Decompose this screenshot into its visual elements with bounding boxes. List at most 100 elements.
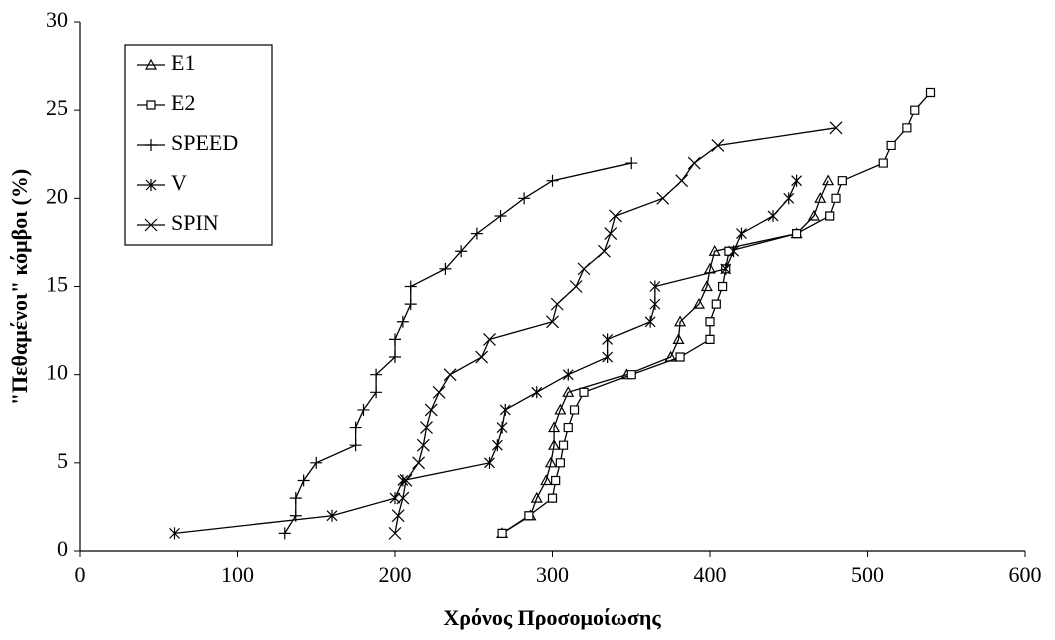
y-tick-label: 5 [57,448,68,473]
marker [767,209,779,222]
marker [396,315,409,328]
series-line [394,127,837,534]
marker [370,386,383,399]
marker [563,422,573,433]
legend-label: SPIN [171,210,219,235]
marker [496,421,508,434]
marker [548,421,561,433]
legend-label: SPEED [171,130,238,155]
marker [530,491,543,503]
legend-label: E2 [171,90,195,115]
marker [349,439,362,452]
marker [370,368,383,381]
marker [609,209,622,223]
marker [649,298,661,311]
marker [886,140,896,151]
marker [736,227,747,240]
x-tick-label: 600 [1009,562,1042,587]
y-tick-label: 10 [46,360,68,385]
marker [825,211,835,221]
legend-marker [146,100,156,110]
marker [562,386,575,397]
marker [783,192,795,205]
marker [602,351,614,364]
marker [902,123,912,133]
marker [388,526,402,540]
marker [792,229,802,239]
x-axis-title: Χρόνος Προσομοίωσης [443,605,661,630]
marker [705,334,715,344]
legend-marker [145,139,157,151]
legend-marker [144,58,158,70]
marker [497,528,507,538]
marker [544,456,557,468]
legend-label: E1 [171,50,195,75]
y-tick-label: 30 [46,7,68,32]
marker [579,387,589,397]
marker [718,281,728,292]
x-tick-label: 100 [221,562,254,587]
marker [546,315,559,329]
series-line [501,92,931,534]
y-tick-label: 20 [46,183,68,208]
marker [555,458,565,468]
marker [692,297,705,309]
marker [675,352,685,362]
y-tick-label: 25 [46,95,68,120]
marker [700,280,713,292]
marker [297,474,310,487]
marker [491,439,503,452]
marker [831,193,841,203]
marker [289,492,302,505]
marker [531,386,543,399]
marker [389,351,401,364]
x-tick-label: 500 [851,562,884,587]
marker [484,456,495,469]
marker [432,385,446,399]
marker [397,474,409,487]
marker [720,262,732,275]
x-tick-label: 300 [536,562,569,587]
marker [494,209,507,222]
marker [404,298,417,311]
marker [711,139,725,152]
marker [310,456,323,469]
legend-marker [144,218,158,232]
marker [728,245,740,258]
y-tick-label: 0 [57,536,68,561]
marker [326,509,338,522]
x-tick-label: 0 [75,562,86,587]
marker [708,244,721,256]
marker [524,511,534,521]
marker [475,350,489,364]
marker [672,333,685,344]
marker [829,121,843,135]
marker [674,315,687,327]
legend-label: V [171,170,187,195]
marker [399,474,413,487]
marker [439,262,452,275]
marker [416,438,430,452]
marker [540,474,553,486]
marker [169,527,180,540]
x-tick-label: 200 [379,562,412,587]
y-axis-title: "Πεθαμένοι" κόμβοι (%) [7,169,32,405]
marker [791,174,803,187]
marker [518,192,531,205]
marker [656,191,670,205]
marker [547,493,558,503]
marker [278,527,291,540]
marker [412,456,426,470]
marker [357,403,370,416]
series-line [284,162,632,534]
marker [443,368,457,382]
marker [550,297,564,311]
marker [814,192,827,203]
marker [822,174,835,186]
marker [396,491,410,505]
marker [625,157,638,170]
marker [626,370,636,380]
marker [548,438,561,450]
marker [705,317,715,327]
